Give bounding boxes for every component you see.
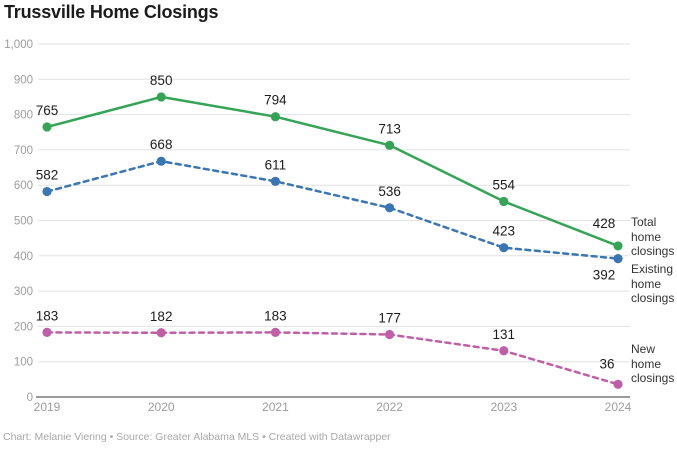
data-label: 131 [493,327,516,342]
y-tick-label: 300 [14,286,33,298]
data-label: 182 [150,309,173,324]
data-label: 582 [36,168,59,183]
series-line-2 [45,331,620,386]
data-label: 850 [150,73,173,88]
series-line-1 [45,159,620,260]
chart-footer-attribution: Chart: Melanie Viering • Source: Greater… [3,431,391,443]
data-label: 668 [150,137,173,152]
data-label: 713 [378,121,401,136]
y-tick-label: 200 [14,321,33,333]
x-tick-label: 2024 [605,400,632,414]
data-label: 428 [593,216,616,231]
x-tick-label: 2022 [376,400,403,414]
data-label: 794 [264,93,287,108]
data-point-2-5[interactable] [613,379,623,389]
data-label: 611 [265,157,287,172]
data-point-2-0[interactable] [42,327,52,338]
data-point-0-4[interactable] [499,196,509,207]
data-point-0-0[interactable] [42,122,52,132]
data-point-2-4[interactable] [499,346,509,356]
y-tick-label: 800 [14,110,33,122]
data-point-0-5[interactable] [613,241,623,251]
data-point-0-2[interactable] [270,112,280,122]
data-point-0-3[interactable] [385,140,395,150]
data-label: 392 [593,268,616,283]
x-tick-label: 2021 [262,400,289,414]
data-point-1-3[interactable] [385,203,395,213]
legend-total-home-closings: Total home closings [631,215,675,258]
x-tick-label: 2023 [490,400,517,414]
y-tick-label: 900 [14,74,33,86]
data-point-1-4[interactable] [499,243,509,253]
data-point-1-1[interactable] [156,156,166,166]
data-label: 36 [599,356,614,371]
legend-new-home-closings: New home closings [631,342,675,385]
y-tick-label: 500 [14,216,33,228]
chart-title: Trussville Home Closings [4,2,219,22]
data-label: 177 [378,311,401,326]
y-tick-label: 0 [27,392,33,404]
data-point-1-5[interactable] [613,254,623,264]
data-point-0-1[interactable] [156,92,166,102]
y-tick-label: 1,000 [4,39,33,51]
data-label: 765 [36,103,59,118]
y-tick-label: 600 [14,180,33,192]
data-label: 183 [36,308,59,323]
data-point-1-0[interactable] [42,186,52,197]
data-point-1-2[interactable] [270,176,280,186]
data-label: 554 [493,177,516,192]
x-tick-label: 2020 [148,400,175,414]
data-point-2-3[interactable] [385,329,395,340]
y-tick-label: 700 [14,145,33,157]
data-label: 183 [264,308,287,323]
data-label: 536 [378,184,401,199]
series-line-0 [45,95,620,248]
data-label: 423 [493,224,516,239]
data-point-2-2[interactable] [270,327,280,338]
y-tick-label: 100 [14,357,33,369]
x-tick-label: 2019 [34,400,61,414]
legend-existing-home-closings: Existing home closings [631,262,675,305]
data-point-2-1[interactable] [156,328,166,338]
y-tick-label: 400 [14,251,33,263]
